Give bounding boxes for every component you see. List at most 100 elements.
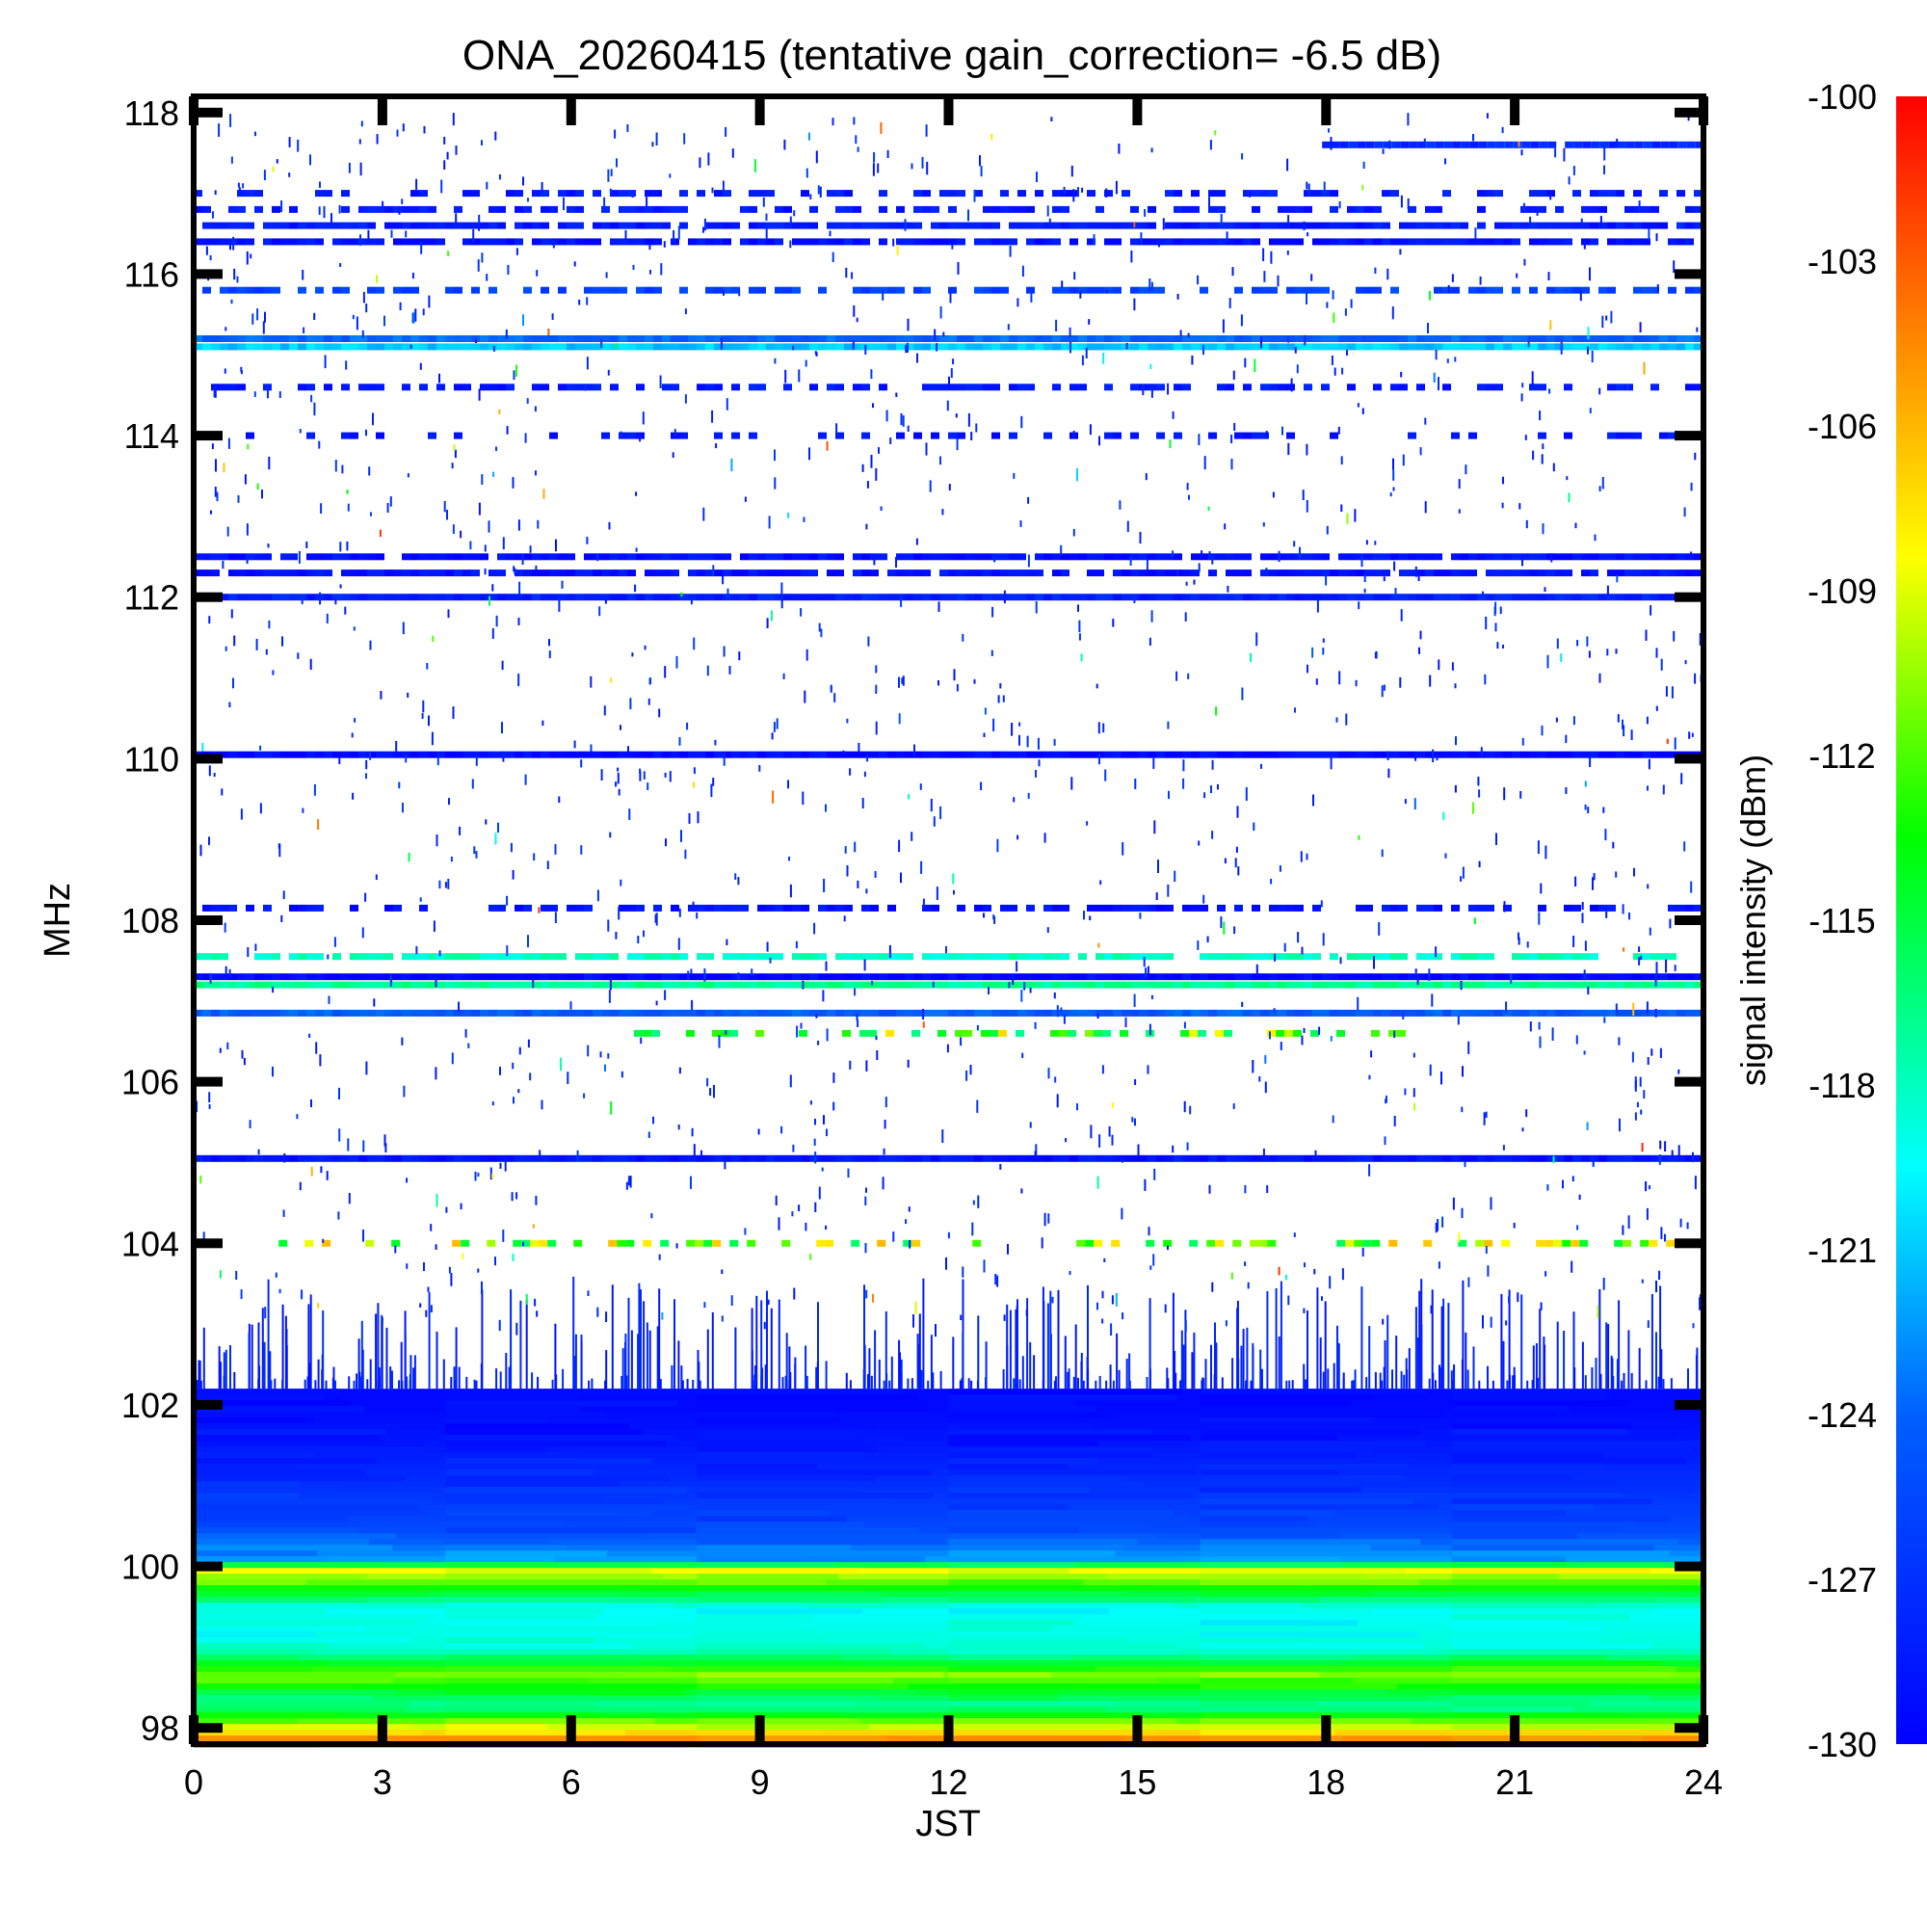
noise-speck xyxy=(775,1195,778,1205)
band-segment xyxy=(740,569,749,577)
band-segment xyxy=(1267,1029,1276,1037)
noise-speck xyxy=(1587,986,1590,995)
band-segment xyxy=(1200,973,1208,981)
noise-speck xyxy=(1467,1041,1470,1054)
noise-speck xyxy=(1330,756,1333,770)
noise-speck xyxy=(1287,1295,1290,1306)
heatmap-cell xyxy=(948,1620,1073,1627)
band-segment xyxy=(332,594,341,601)
band-segment xyxy=(558,569,567,577)
noise-speck xyxy=(1643,361,1646,375)
band-segment xyxy=(1069,335,1078,342)
band-segment xyxy=(1026,1009,1035,1017)
noise-speck xyxy=(1149,363,1152,369)
band-segment xyxy=(1260,335,1269,342)
band-segment xyxy=(523,1009,532,1017)
noise-speck xyxy=(518,1046,521,1055)
noise-speck xyxy=(240,370,243,375)
band-segment xyxy=(549,569,558,577)
noise-speck xyxy=(1616,575,1619,583)
band-segment xyxy=(254,569,263,577)
noise-speck xyxy=(1525,1109,1528,1118)
band-segment xyxy=(1017,569,1026,577)
noise-speck xyxy=(1344,308,1347,316)
band-segment xyxy=(575,238,584,246)
band-segment xyxy=(1590,569,1598,577)
band-segment xyxy=(627,594,636,601)
band-segment xyxy=(1043,1154,1052,1162)
band-segment xyxy=(1243,238,1252,246)
noise-speck xyxy=(991,606,994,618)
band-segment xyxy=(1069,286,1078,294)
band-segment xyxy=(879,222,887,229)
noise-speck xyxy=(586,297,589,305)
band-segment xyxy=(367,1009,376,1017)
noise-spike xyxy=(627,1297,630,1389)
band-segment xyxy=(480,973,488,981)
band-segment xyxy=(393,569,402,577)
noise-spike xyxy=(1439,1367,1441,1389)
noise-spike xyxy=(751,1308,753,1389)
noise-speck xyxy=(228,968,231,978)
band-segment xyxy=(723,222,731,229)
noise-speck xyxy=(1640,1109,1643,1115)
noise-speck xyxy=(941,1129,944,1143)
band-segment xyxy=(885,1029,894,1037)
noise-speck xyxy=(1513,1222,1516,1229)
band-segment xyxy=(861,981,870,989)
noise-spike xyxy=(778,1299,780,1389)
band-segment xyxy=(835,751,844,758)
noise-speck xyxy=(900,595,903,607)
band-segment xyxy=(653,569,662,577)
band-segment xyxy=(391,1239,401,1247)
band-segment xyxy=(937,1029,946,1037)
band-segment xyxy=(384,1009,393,1017)
band-segment xyxy=(1494,594,1503,601)
band-segment xyxy=(1512,238,1520,246)
noise-speck xyxy=(823,1115,825,1125)
band-segment xyxy=(593,1154,601,1162)
band-segment xyxy=(714,569,723,577)
noise-speck xyxy=(1311,647,1314,658)
band-segment xyxy=(1538,594,1546,601)
noise-speck xyxy=(1211,1282,1214,1292)
noise-speck xyxy=(765,213,768,221)
noise-speck xyxy=(1287,442,1290,456)
noise-speck xyxy=(477,1268,480,1273)
noise-speck xyxy=(224,646,227,651)
noise-spike xyxy=(692,1380,695,1389)
noise-speck xyxy=(1560,341,1563,355)
band-segment xyxy=(1434,238,1442,246)
band-segment xyxy=(1182,343,1191,351)
band-segment xyxy=(1243,384,1252,391)
band-segment xyxy=(402,1009,410,1017)
noise-spike xyxy=(1109,1364,1112,1389)
noise-speck xyxy=(1281,426,1283,436)
band-segment xyxy=(1442,238,1451,246)
noise-speck xyxy=(817,1041,820,1045)
band-segment xyxy=(619,751,627,758)
noise-speck xyxy=(664,772,667,778)
band-segment xyxy=(1503,343,1512,351)
band-segment xyxy=(428,594,436,601)
noise-spike xyxy=(465,1376,468,1389)
band-segment xyxy=(922,751,931,758)
band-segment xyxy=(315,335,324,342)
noise-speck xyxy=(1454,357,1457,362)
band-segment xyxy=(324,569,332,577)
noise-spike xyxy=(1280,1281,1282,1389)
band-segment xyxy=(350,335,358,342)
band-segment xyxy=(627,981,636,989)
noise-speck xyxy=(513,566,515,572)
noise-speck xyxy=(339,263,342,267)
heatmap-cell xyxy=(194,1678,394,1684)
noise-speck xyxy=(1233,926,1236,935)
band-segment xyxy=(1616,594,1624,601)
band-segment xyxy=(1434,1154,1442,1162)
band-segment xyxy=(1633,1154,1642,1162)
band-segment xyxy=(1217,553,1226,561)
noise-speck xyxy=(1201,550,1203,558)
band-segment xyxy=(1304,205,1312,213)
heatmap-cell xyxy=(445,1556,555,1563)
noise-spike xyxy=(1417,1337,1419,1389)
